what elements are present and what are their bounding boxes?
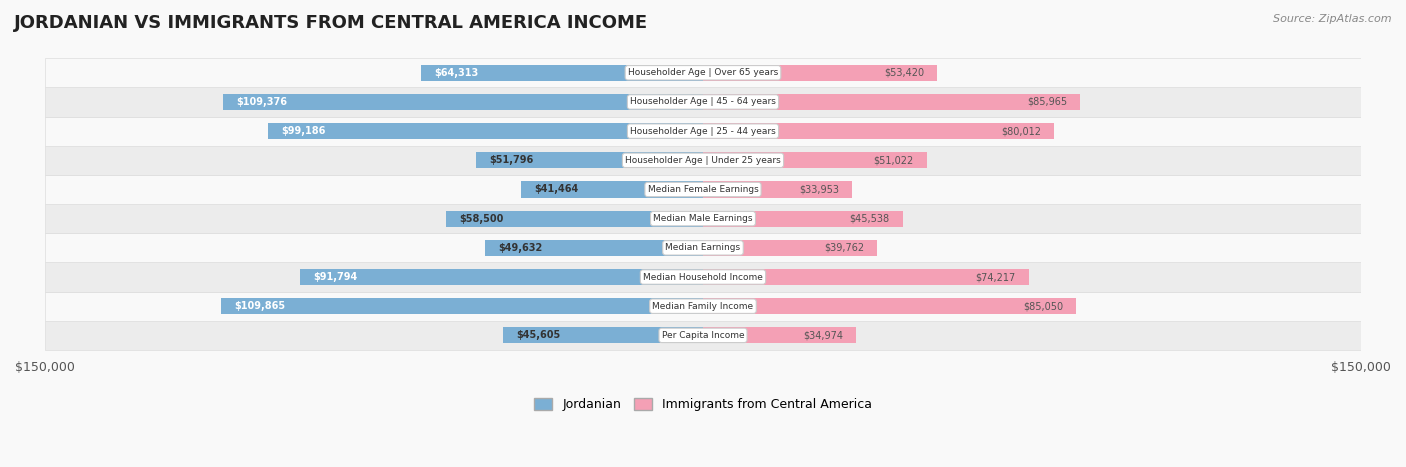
Text: Per Capita Income: Per Capita Income (662, 331, 744, 340)
Text: Householder Age | Under 25 years: Householder Age | Under 25 years (626, 156, 780, 165)
Text: Householder Age | Over 65 years: Householder Age | Over 65 years (628, 68, 778, 77)
Text: $85,965: $85,965 (1026, 97, 1067, 107)
Text: $53,420: $53,420 (884, 68, 924, 78)
Text: Median Earnings: Median Earnings (665, 243, 741, 252)
Bar (703, 182, 852, 198)
FancyBboxPatch shape (45, 233, 1361, 262)
FancyBboxPatch shape (45, 262, 1361, 291)
Text: Median Household Income: Median Household Income (643, 273, 763, 282)
FancyBboxPatch shape (45, 117, 1361, 146)
Text: $99,186: $99,186 (281, 126, 325, 136)
FancyBboxPatch shape (45, 58, 1361, 87)
Text: $64,313: $64,313 (434, 68, 478, 78)
Text: $74,217: $74,217 (976, 272, 1015, 282)
Legend: Jordanian, Immigrants from Central America: Jordanian, Immigrants from Central Ameri… (529, 393, 877, 416)
FancyBboxPatch shape (45, 87, 1361, 117)
FancyBboxPatch shape (45, 321, 1361, 350)
Text: $39,762: $39,762 (824, 243, 865, 253)
Bar (703, 123, 1054, 139)
Bar (420, 65, 703, 81)
Bar (503, 327, 703, 343)
Text: $45,605: $45,605 (516, 330, 561, 340)
Bar (475, 152, 703, 168)
FancyBboxPatch shape (45, 175, 1361, 204)
Text: JORDANIAN VS IMMIGRANTS FROM CENTRAL AMERICA INCOME: JORDANIAN VS IMMIGRANTS FROM CENTRAL AME… (14, 14, 648, 32)
FancyBboxPatch shape (45, 146, 1361, 175)
Text: $109,376: $109,376 (236, 97, 287, 107)
Bar (703, 152, 927, 168)
Text: $33,953: $33,953 (799, 184, 839, 194)
Bar (703, 269, 1029, 285)
Text: Median Family Income: Median Family Income (652, 302, 754, 311)
Bar (485, 240, 703, 256)
Text: Householder Age | 25 - 44 years: Householder Age | 25 - 44 years (630, 127, 776, 135)
Bar (703, 327, 856, 343)
Bar (301, 269, 703, 285)
Text: Source: ZipAtlas.com: Source: ZipAtlas.com (1274, 14, 1392, 24)
Bar (703, 65, 938, 81)
Text: $91,794: $91,794 (314, 272, 357, 282)
Bar (703, 211, 903, 226)
Text: $41,464: $41,464 (534, 184, 578, 194)
Text: $58,500: $58,500 (460, 214, 503, 224)
FancyBboxPatch shape (45, 291, 1361, 321)
Text: Householder Age | 45 - 64 years: Householder Age | 45 - 64 years (630, 98, 776, 106)
Bar (446, 211, 703, 226)
Text: $45,538: $45,538 (849, 214, 890, 224)
Bar (221, 298, 703, 314)
Text: $34,974: $34,974 (803, 330, 844, 340)
Text: Median Female Earnings: Median Female Earnings (648, 185, 758, 194)
FancyBboxPatch shape (45, 204, 1361, 233)
Bar (703, 298, 1076, 314)
Text: $49,632: $49,632 (498, 243, 543, 253)
Bar (703, 94, 1080, 110)
Text: $51,796: $51,796 (489, 156, 533, 165)
Bar (269, 123, 703, 139)
Text: $85,050: $85,050 (1022, 301, 1063, 311)
Bar (703, 240, 877, 256)
Text: $80,012: $80,012 (1001, 126, 1040, 136)
Text: $109,865: $109,865 (235, 301, 285, 311)
Text: Median Male Earnings: Median Male Earnings (654, 214, 752, 223)
Text: $51,022: $51,022 (873, 156, 914, 165)
Bar (522, 182, 703, 198)
Bar (224, 94, 703, 110)
